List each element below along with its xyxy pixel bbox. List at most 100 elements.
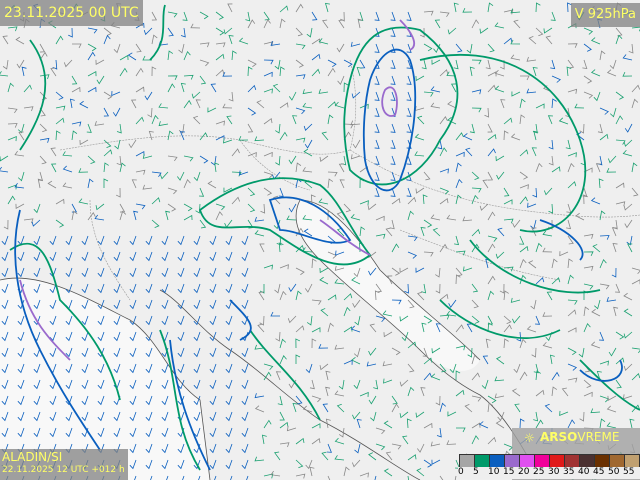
- wind-barb: [542, 341, 553, 349]
- wind-barb: [222, 103, 233, 109]
- wind-barb: [241, 411, 249, 422]
- wind-barb: [279, 421, 289, 429]
- wind-barb: [327, 210, 333, 221]
- wind-barb: [516, 331, 522, 342]
- wind-barb: [295, 74, 306, 80]
- wind-barb: [406, 155, 412, 165]
- wind-barb: [193, 475, 201, 480]
- wind-barb: [607, 395, 617, 402]
- wind-barb: [292, 115, 298, 125]
- wind-barb: [144, 91, 153, 101]
- wind-barb: [302, 89, 313, 95]
- wind-barb: [295, 27, 303, 37]
- wind-barb: [334, 101, 345, 109]
- wind-barb: [423, 10, 434, 16]
- wind-barb: [241, 379, 249, 390]
- wind-barb: [567, 43, 578, 48]
- wind-barb: [350, 41, 361, 47]
- wind-barb: [50, 163, 57, 173]
- wind-barb: [528, 260, 537, 269]
- wind-barb: [151, 66, 157, 77]
- wind-barb: [145, 459, 153, 470]
- wind-barb: [199, 42, 210, 48]
- wind-barb: [448, 299, 457, 309]
- wind-barb: [542, 312, 553, 317]
- wind-barb: [352, 299, 361, 308]
- wind-barb: [209, 299, 217, 310]
- wind-barb: [161, 427, 169, 438]
- wind-barb: [256, 100, 265, 109]
- wind-barb: [567, 2, 572, 13]
- wind-barb: [1, 267, 9, 278]
- legend-swatch: [505, 455, 520, 467]
- wind-barb: [566, 66, 572, 77]
- wind-barb: [542, 247, 553, 253]
- wind-barb: [129, 283, 137, 294]
- wind-barb: [631, 84, 640, 93]
- wind-barb: [177, 459, 185, 470]
- wind-barb: [295, 244, 305, 253]
- wind-barb: [37, 178, 43, 189]
- wind-barb: [406, 171, 412, 181]
- wind-barb: [1, 347, 9, 358]
- wind-barb: [288, 203, 297, 213]
- wind-barb: [439, 147, 448, 157]
- wind-barb: [254, 344, 265, 350]
- wind-barb: [609, 59, 617, 70]
- wind-barb: [471, 171, 480, 181]
- wind-barb: [511, 91, 521, 97]
- wind-barb: [209, 395, 217, 406]
- wind-barb: [86, 123, 92, 133]
- wind-barb: [449, 363, 457, 374]
- wind-barb: [567, 181, 577, 189]
- wind-barb: [455, 267, 463, 277]
- wind-barb: [526, 325, 537, 333]
- wind-barb: [260, 203, 266, 214]
- wind-barb: [390, 91, 396, 101]
- wind-barb: [215, 53, 225, 61]
- wind-barb: [606, 405, 617, 413]
- wind-barb: [71, 75, 78, 85]
- wind-barb: [627, 243, 633, 253]
- wind-barb: [373, 379, 379, 390]
- wind-barb: [599, 235, 610, 240]
- wind-barb: [487, 275, 496, 285]
- wind-barb: [583, 75, 593, 84]
- wind-barb: [327, 67, 336, 77]
- wind-barb: [49, 251, 57, 262]
- wind-barb: [513, 363, 521, 374]
- wind-barb: [567, 258, 573, 269]
- wind-barb: [479, 203, 489, 211]
- wind-barb: [161, 363, 169, 374]
- wind-barb: [311, 423, 321, 429]
- wind-barb: [127, 52, 137, 61]
- wind-barb: [590, 69, 601, 77]
- wind-barb: [311, 258, 317, 269]
- wind-barb: [565, 139, 571, 150]
- wind-barb: [193, 379, 201, 390]
- wind-barb: [503, 324, 512, 333]
- wind-barb: [129, 251, 137, 262]
- wind-barb: [225, 267, 233, 278]
- wind-barb: [270, 470, 281, 477]
- wind-barb: [390, 43, 396, 53]
- wind-barb: [375, 443, 386, 451]
- wind-barb: [130, 99, 137, 109]
- wind-barb: [145, 315, 153, 326]
- wind-barb: [259, 284, 265, 294]
- wind-barb: [503, 130, 509, 141]
- wind-barb: [623, 203, 633, 211]
- wind-barb: [87, 211, 96, 221]
- wind-barb: [615, 182, 625, 189]
- wind-barb: [579, 123, 585, 134]
- wind-barb: [87, 51, 96, 61]
- wind-barb: [167, 130, 174, 141]
- wind-barb: [295, 395, 303, 405]
- wind-barb: [7, 107, 18, 114]
- wind-barb: [350, 154, 361, 160]
- wind-barb: [624, 123, 633, 133]
- wind-barb: [423, 43, 433, 52]
- wind-barb: [375, 233, 386, 239]
- wind-barb: [215, 203, 226, 211]
- wind-barb: [279, 442, 290, 448]
